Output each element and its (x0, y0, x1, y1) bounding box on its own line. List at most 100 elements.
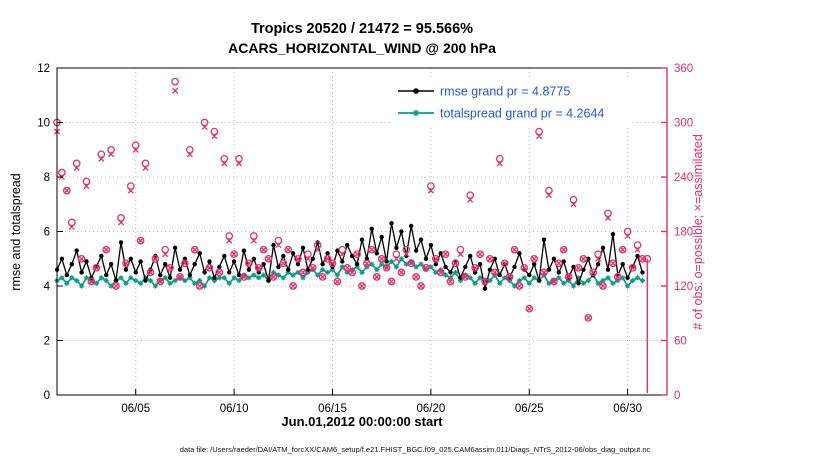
rmse-marker (640, 270, 645, 275)
data-series (53, 77, 652, 394)
rmse-marker (428, 242, 434, 248)
rmse-marker (320, 262, 325, 267)
possible-marker (225, 232, 234, 240)
rmse-marker (423, 256, 429, 261)
rmse-marker (605, 267, 611, 272)
possible-marker (72, 159, 81, 168)
y-tick-label-right: 0 (674, 390, 680, 402)
possible-marker (107, 145, 115, 154)
possible-marker (490, 268, 499, 277)
possible-marker (564, 273, 573, 281)
legend[interactable]: rmse grand pr = 4.8775 totalspread grand… (392, 79, 630, 126)
possible-marker (530, 254, 539, 263)
rmse-marker (413, 248, 419, 253)
possible-marker (412, 273, 420, 281)
rmse-marker (192, 262, 197, 267)
rmse-marker (359, 237, 365, 242)
x-tick-label: 06/10 (220, 403, 249, 415)
legend-totalspread-marker-sample (412, 109, 420, 117)
possible-marker (77, 254, 86, 263)
possible-marker (117, 214, 125, 222)
possible-marker (146, 268, 155, 277)
possible-marker (171, 77, 179, 86)
rmse-marker (286, 267, 291, 272)
rmse-marker (281, 253, 286, 259)
rmse-marker (551, 256, 557, 261)
possible-marker (333, 277, 342, 286)
possible-marker (613, 273, 622, 281)
possible-marker (599, 282, 607, 290)
possible-marker (628, 263, 637, 272)
possible-marker (446, 277, 455, 286)
possible-marker (62, 186, 71, 195)
rmse-marker (536, 278, 542, 283)
possible-marker (505, 273, 514, 281)
rmse-marker (399, 229, 404, 234)
rmse-marker (236, 272, 242, 278)
possible-marker (97, 150, 106, 159)
possible-marker (461, 273, 470, 281)
possible-marker (220, 154, 229, 163)
possible-marker (392, 250, 401, 259)
rmse-marker (595, 262, 601, 267)
rmse-marker (133, 270, 138, 275)
y-tick-label-left: 12 (37, 63, 50, 75)
rmse-marker (276, 264, 281, 270)
possible-marker (308, 263, 317, 272)
y-tick-label-left: 0 (44, 390, 50, 402)
possible-marker (387, 277, 396, 286)
possible-marker (436, 268, 445, 277)
chart-title: Tropics 20520 / 21472 = 95.566% (251, 21, 473, 37)
possible-marker (535, 127, 543, 136)
rmse-marker (409, 223, 414, 229)
rmse-marker (290, 251, 296, 256)
rmse-marker (167, 275, 173, 280)
possible-marker (589, 268, 598, 277)
possible-marker (230, 250, 238, 259)
tick-labels: 06/05 06/10 06/15 06/20 06/25 06/300246810120… (37, 63, 693, 415)
possible-marker (358, 282, 366, 290)
rmse-marker (99, 253, 104, 259)
possible-marker (540, 268, 548, 277)
possible-marker (554, 259, 563, 268)
possible-marker (181, 259, 189, 268)
rmse-marker (261, 262, 266, 267)
rmse-marker (418, 237, 424, 242)
rmse-marker (325, 251, 330, 256)
possible-marker (112, 282, 120, 290)
possible-marker (254, 263, 263, 272)
possible-marker (481, 277, 489, 286)
possible-marker (520, 263, 529, 272)
rmse-marker (128, 256, 133, 261)
possible-marker (363, 259, 371, 268)
rmse-marker (143, 278, 148, 283)
rmse-marker (625, 275, 630, 280)
rmse-marker (492, 256, 497, 261)
rmse-marker (108, 262, 114, 267)
rmse-marker (477, 262, 483, 267)
legend-totalspread-label: totalspread grand pr = 4.2644 (440, 107, 604, 121)
rmse-marker (266, 278, 271, 283)
rmse-marker (163, 262, 168, 267)
possible-marker (427, 182, 435, 190)
rmse-marker (635, 253, 640, 259)
possible-marker (451, 259, 460, 268)
rmse-marker (84, 259, 89, 264)
legend-background (392, 79, 630, 126)
rmse-marker (118, 240, 124, 245)
rmse-marker (546, 267, 552, 272)
possible-marker (456, 245, 465, 254)
possible-marker (579, 254, 588, 263)
possible-marker (402, 245, 411, 254)
legend-rmse-label: rmse grand pr = 4.8775 (440, 85, 570, 99)
rmse-marker (561, 259, 566, 264)
rmse-marker (217, 264, 222, 270)
possible-marker (466, 191, 475, 200)
possible-marker (190, 245, 199, 254)
possible-marker (397, 268, 406, 277)
rmse-marker (448, 270, 453, 275)
x-tick-label: 06/25 (515, 403, 544, 415)
possible-marker (515, 282, 524, 290)
rmse-marker (443, 264, 448, 270)
